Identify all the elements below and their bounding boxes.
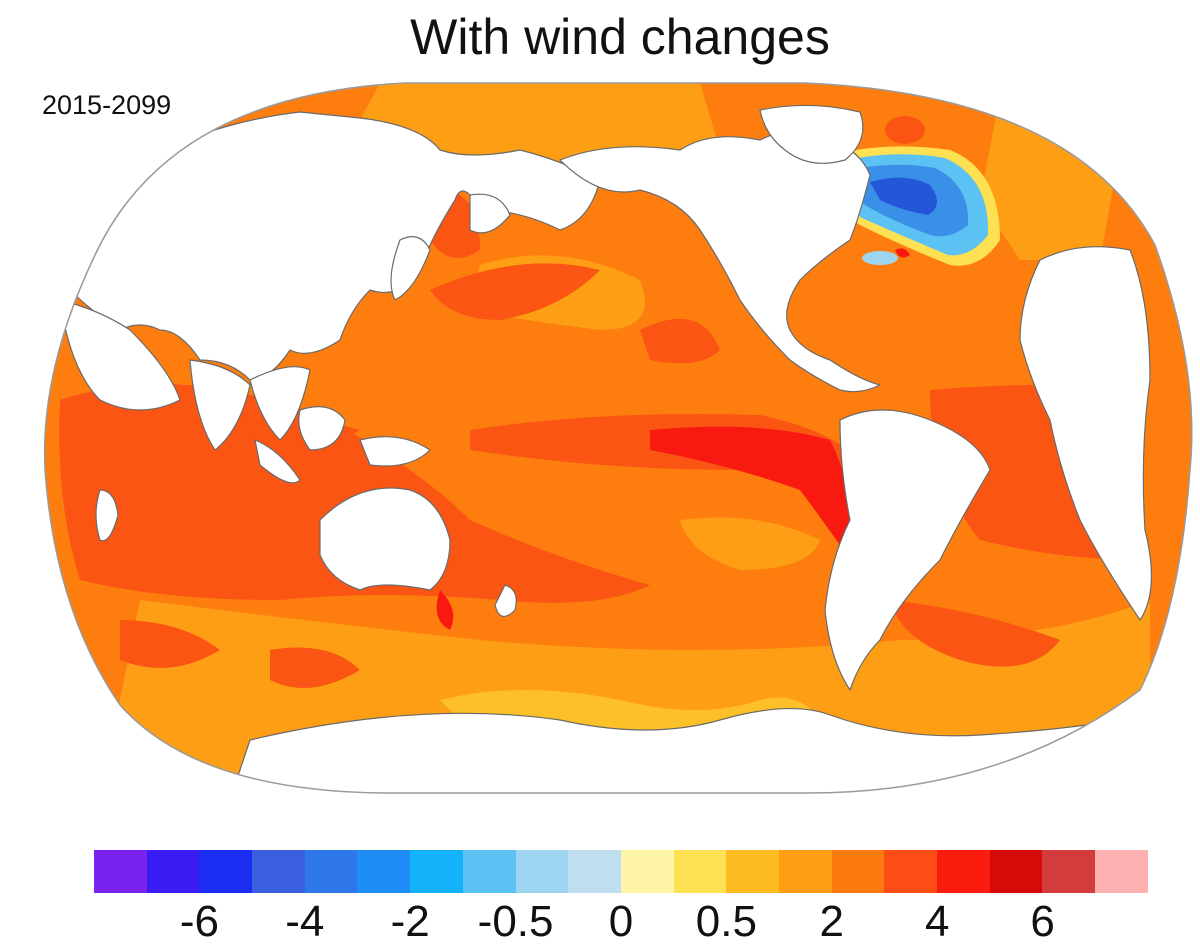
colorbar-tick-label: -2 — [390, 897, 430, 946]
colorbar-swatch-15 — [884, 850, 937, 893]
colorbar-swatch-11 — [673, 850, 727, 893]
colorbar-swatch-4 — [304, 850, 358, 893]
antarctica-land — [229, 707, 1151, 794]
colorbar-tick-label: 0 — [608, 897, 634, 946]
colorbar-swatch-2 — [199, 850, 253, 893]
globe-outline — [43, 82, 1193, 794]
kamchatka-land — [469, 193, 511, 234]
colorbar — [94, 850, 1148, 893]
land — [59, 104, 1152, 794]
greenland-land — [759, 104, 864, 164]
colorbar-tick-label: -6 — [179, 897, 219, 946]
colorbar-swatch-10 — [620, 850, 674, 893]
colorbar-tick-label: -0.5 — [477, 897, 554, 946]
colorbar-swatch-1 — [146, 850, 200, 893]
south-america-land — [824, 409, 991, 691]
southeast-asia-land — [249, 366, 311, 441]
colorbar-swatch-9 — [568, 850, 621, 893]
madagascar-land — [95, 489, 119, 542]
map-title: With wind changes — [410, 9, 830, 65]
colorbar-swatch-3 — [252, 850, 305, 893]
colorbar-tick-label: 6 — [1030, 897, 1055, 946]
colorbar-tick-label: -4 — [285, 897, 325, 946]
colorbar-swatch-18 — [1042, 850, 1096, 893]
colorbar-swatch-5 — [357, 850, 411, 893]
colorbar-swatch-8 — [515, 850, 569, 893]
new-guinea-land — [359, 436, 431, 467]
japan-land — [390, 236, 431, 301]
very-strong-warming-zones — [436, 248, 910, 630]
australia-land — [319, 487, 451, 591]
colorbar-tick-label: 0.5 — [695, 897, 757, 946]
europe-africa-land — [1019, 246, 1152, 621]
colorbar-swatch-7 — [462, 850, 516, 893]
colorbar-swatch-17 — [989, 850, 1043, 893]
north-america-land — [559, 129, 881, 393]
new-zealand-land — [494, 584, 517, 617]
colorbar-swatch-16 — [937, 850, 990, 893]
colorbar-swatch-14 — [831, 850, 885, 893]
colorbar-swatch-6 — [410, 850, 463, 893]
colorbar-tick-label: 4 — [924, 897, 950, 946]
colorbar-tick-label: 2 — [819, 897, 845, 946]
colorbar-swatch-12 — [726, 850, 779, 893]
world-map — [43, 82, 1193, 794]
period-label: 2015-2099 — [42, 90, 172, 120]
sumatra-land — [254, 439, 301, 484]
india-land — [189, 359, 251, 451]
colorbar-swatch-13 — [778, 850, 832, 893]
colorbar-swatch-0 — [94, 850, 147, 893]
colorbar-swatch-19 — [1095, 850, 1148, 893]
borneo-land — [298, 406, 346, 451]
arabia-land — [59, 299, 181, 411]
